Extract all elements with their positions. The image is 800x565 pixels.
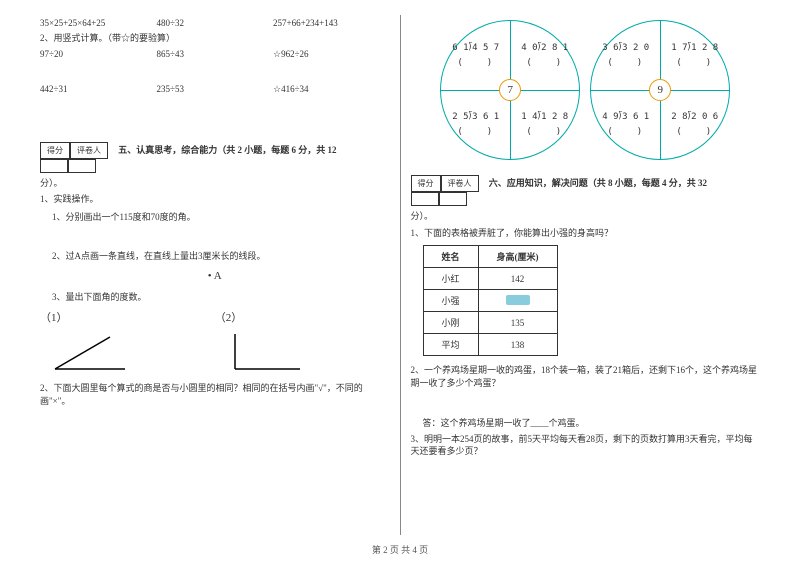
- table-row: 小强: [423, 290, 557, 312]
- right-column: 7 6 1⟌4 5 7 ( ) 4 0⟌2 8 1 ( ) 2 5⟌3 6 1 ( )…: [401, 15, 771, 535]
- score-box: 得分评卷人: [40, 142, 108, 159]
- calc-item: 442÷31: [40, 84, 157, 95]
- calc-row-2b: 442÷31 235÷53 ☆416÷34: [40, 84, 390, 95]
- calc-row-2a: 97÷20 865÷43 ☆962÷26: [40, 49, 390, 60]
- table-cell: 小强: [423, 290, 478, 312]
- score-cell: 得分: [40, 142, 70, 159]
- score-blank: [411, 192, 439, 206]
- calc-item: 865÷43: [157, 49, 274, 60]
- division-expr: 2 5⟌3 6 1: [452, 112, 499, 122]
- section-2-title: 2、用竖式计算。（带☆的要验算）: [40, 32, 390, 45]
- division-expr: 1 4⟌1 2 8: [521, 112, 568, 122]
- section-6-title: 六、应用知识，解决问题（共 8 小题，每题 4 分，共 32: [489, 178, 707, 188]
- score-blank: [68, 159, 96, 173]
- calc-row-1: 35×25+25×64+25 480÷32 257+66+234+143: [40, 18, 390, 28]
- paren: ( ): [607, 124, 644, 137]
- angle-2-svg: [215, 329, 305, 374]
- division-expr: 4 0⟌2 8 1: [521, 43, 568, 53]
- circle-2: 9 3 6⟌3 2 0 ( ) 1 7⟌1 2 8 ( ) 4 9⟌3 6 1 ( )…: [590, 20, 730, 160]
- circle-1: 7 6 1⟌4 5 7 ( ) 4 0⟌2 8 1 ( ) 2 5⟌3 6 1 ( )…: [440, 20, 580, 160]
- division-expr: 3 6⟌3 2 0: [602, 43, 649, 53]
- height-table: 姓名身高(厘米) 小红142 小强 小刚135 平均138: [423, 245, 558, 356]
- table-row: 平均138: [423, 334, 557, 356]
- calc-item: ☆416÷34: [273, 84, 390, 95]
- problem-1-2: 2、过A点画一条直线，在直线上量出3厘米长的线段。: [52, 249, 390, 262]
- table-cell: 138: [478, 334, 557, 356]
- score-cell: 评卷人: [70, 142, 108, 159]
- circle-2-q3: 4 9⟌3 6 1 ( ): [591, 90, 660, 159]
- table-cell: 135: [478, 312, 557, 334]
- division-expr: 4 9⟌3 6 1: [602, 112, 649, 122]
- table-cell: 小红: [423, 268, 478, 290]
- angle-1: （1）: [40, 309, 215, 374]
- circle-1-q2: 4 0⟌2 8 1 ( ): [510, 21, 579, 90]
- paren: ( ): [676, 55, 713, 68]
- task-3: 3、明明一本254页的故事，前5天平均每天看28页，剩下的页数打算用3天看完，平…: [411, 433, 761, 458]
- circle-1-center: 7: [499, 79, 521, 101]
- left-column: 35×25+25×64+25 480÷32 257+66+234+143 2、用…: [30, 15, 401, 535]
- circle-2-q1: 3 6⟌3 2 0 ( ): [591, 21, 660, 90]
- division-expr: 1 7⟌1 2 8: [671, 43, 718, 53]
- table-cell: 142: [478, 268, 557, 290]
- paren: ( ): [457, 55, 494, 68]
- table-header: 姓名: [423, 246, 478, 268]
- score-blank: [40, 159, 68, 173]
- calc-item: 35×25+25×64+25: [40, 18, 157, 28]
- circle-1-q4: 1 4⟌1 2 8 ( ): [510, 90, 579, 159]
- circle-1-q1: 6 1⟌4 5 7 ( ): [441, 21, 510, 90]
- task-2-answer: 答：这个养鸡场星期一收了____个鸡蛋。: [423, 416, 761, 429]
- section-6-header: 得分评卷人 六、应用知识，解决问题（共 8 小题，每题 4 分，共 32: [411, 175, 761, 206]
- division-expr: 6 1⟌4 5 7: [452, 43, 499, 53]
- problem-2: 2、下面大圆里每个算式的商是否与小圆里的相同？相同的在括号内画"√"，不同的画"…: [40, 382, 390, 407]
- angle-label: （1）: [40, 309, 215, 325]
- angle-1-svg: [40, 329, 130, 374]
- circle-2-center: 9: [649, 79, 671, 101]
- score-cell: 得分: [411, 175, 441, 192]
- paren: ( ): [526, 124, 563, 137]
- circle-2-q2: 1 7⟌1 2 8 ( ): [660, 21, 729, 90]
- problem-1-title: 1、实践操作。: [40, 193, 390, 206]
- section-6-tail: 分）。: [411, 210, 761, 223]
- section-5-header: 得分评卷人 五、认真思考，综合能力（共 2 小题，每题 6 分，共 12: [40, 142, 390, 173]
- table-cell: 平均: [423, 334, 478, 356]
- calc-item: 257+66+234+143: [273, 18, 390, 28]
- calc-item: 235÷53: [157, 84, 274, 95]
- paren: ( ): [457, 124, 494, 137]
- page-footer: 第 2 页 共 4 页: [0, 540, 800, 556]
- paren: ( ): [607, 55, 644, 68]
- table-row: 小红142: [423, 268, 557, 290]
- section-5-tail: 分）。: [40, 177, 390, 190]
- smudge-icon: [506, 295, 530, 305]
- table-header: 身高(厘米): [478, 246, 557, 268]
- score-cell: 评卷人: [441, 175, 479, 192]
- table-row: 小刚135: [423, 312, 557, 334]
- circles-container: 7 6 1⟌4 5 7 ( ) 4 0⟌2 8 1 ( ) 2 5⟌3 6 1 ( )…: [411, 20, 761, 160]
- calc-item: ☆962÷26: [273, 49, 390, 60]
- point-a: • A: [40, 270, 390, 282]
- score-blank: [439, 192, 467, 206]
- problem-1-1: 1、分别画出一个115度和70度的角。: [52, 210, 390, 223]
- table-row: 姓名身高(厘米): [423, 246, 557, 268]
- table-cell: 小刚: [423, 312, 478, 334]
- score-box: 得分评卷人: [411, 175, 479, 192]
- paren: ( ): [676, 124, 713, 137]
- task-1: 1、下面的表格被弄脏了，你能算出小强的身高吗？: [411, 227, 761, 240]
- calc-item: 480÷32: [157, 18, 274, 28]
- section-5-title: 五、认真思考，综合能力（共 2 小题，每题 6 分，共 12: [118, 145, 336, 155]
- angle-row: （1） （2）: [40, 309, 390, 374]
- table-cell-smudge: [478, 290, 557, 312]
- calc-item: 97÷20: [40, 49, 157, 60]
- angle-2: （2）: [215, 309, 390, 374]
- circle-2-q4: 2 8⟌2 0 6 ( ): [660, 90, 729, 159]
- circle-1-q3: 2 5⟌3 6 1 ( ): [441, 90, 510, 159]
- paren: ( ): [526, 55, 563, 68]
- angle-label: （2）: [215, 309, 390, 325]
- task-2: 2、一个养鸡场星期一收的鸡蛋，18个装一箱，装了21箱后，还剩下16个，这个养鸡…: [411, 364, 761, 389]
- problem-1-3: 3、量出下面角的度数。: [52, 290, 390, 303]
- division-expr: 2 8⟌2 0 6: [671, 112, 718, 122]
